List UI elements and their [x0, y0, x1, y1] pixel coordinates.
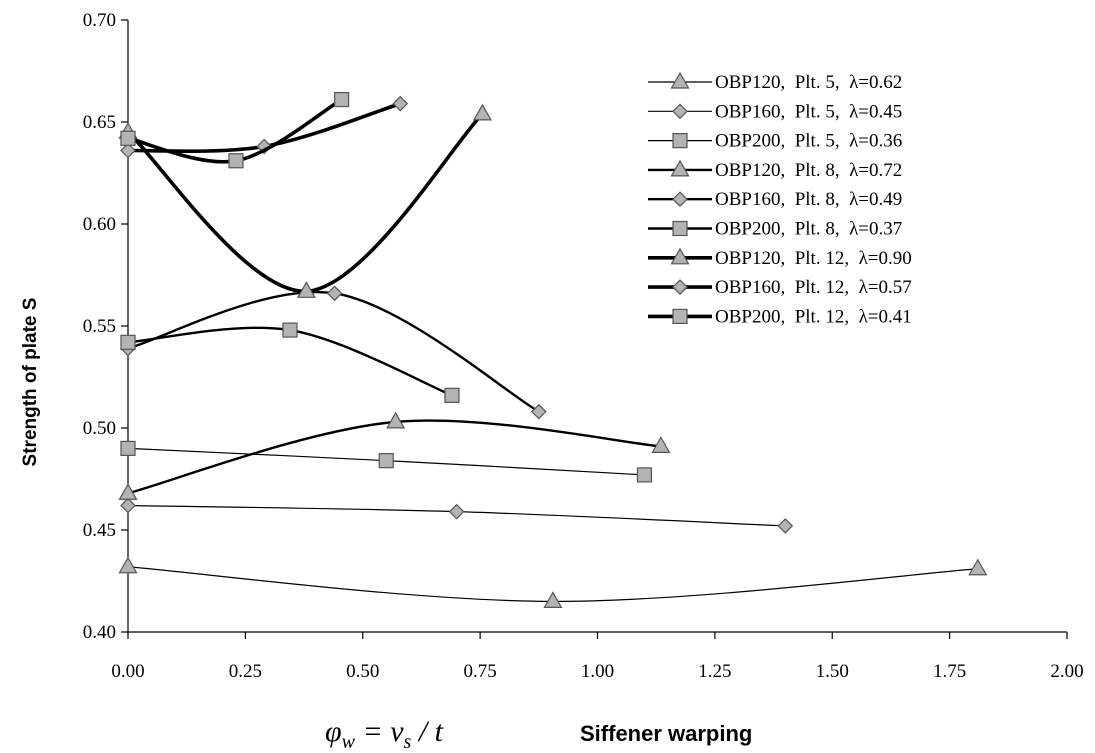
y-tick-label: 0.65 — [83, 112, 116, 133]
data-point — [386, 411, 406, 429]
legend-item: OBP200, Plt. 12, λ=0.41 — [648, 306, 912, 327]
data-point — [530, 403, 547, 420]
legend-marker — [670, 247, 690, 265]
legend-label: OBP160, Plt. 12, λ=0.57 — [715, 277, 912, 298]
legend-item: OBP120, Plt. 12, λ=0.90 — [648, 247, 912, 269]
data-point — [448, 503, 465, 520]
x-tick-label: 1.25 — [698, 661, 731, 682]
x-axis-formula: φw = vs / t — [325, 715, 444, 753]
legend-label: OBP200, Plt. 5, λ=0.36 — [715, 131, 902, 152]
legend-label: OBP160, Plt. 5, λ=0.45 — [715, 101, 902, 122]
data-point — [326, 285, 343, 302]
x-tick-label: 1.75 — [933, 661, 966, 682]
legend-marker — [670, 159, 690, 177]
x-tick-label: 2.00 — [1050, 661, 1083, 682]
series-9 — [120, 91, 350, 169]
series-2 — [120, 497, 794, 534]
legend-marker — [672, 220, 688, 237]
x-tick-label: 1.50 — [816, 661, 849, 682]
data-point — [472, 103, 493, 121]
y-tick-label: 0.55 — [83, 316, 116, 337]
series-layer — [118, 91, 988, 609]
y-tick-label: 0.50 — [83, 418, 116, 439]
data-point — [392, 95, 409, 112]
legend-marker — [672, 308, 688, 324]
series-line — [126, 419, 663, 495]
legend-label: OBP120, Plt. 5, λ=0.62 — [715, 72, 902, 93]
series-line — [126, 326, 454, 397]
data-point — [282, 322, 298, 338]
legend-item: OBP160, Plt. 12, λ=0.57 — [648, 277, 912, 298]
legend-label: OBP120, Plt. 8, λ=0.72 — [715, 160, 902, 181]
data-point — [296, 281, 316, 298]
legend-label: OBP120, Plt. 12, λ=0.90 — [715, 248, 912, 269]
legend-item: OBP120, Plt. 5, λ=0.62 — [648, 71, 902, 93]
legend-marker — [672, 191, 688, 208]
x-axis-label: Siffener warping — [580, 721, 752, 746]
series-6 — [120, 322, 460, 403]
legend-marker — [670, 71, 690, 89]
legend-label: OBP160, Plt. 8, λ=0.49 — [715, 189, 902, 210]
legend-item: OBP200, Plt. 8, λ=0.37 — [648, 219, 902, 240]
data-point — [444, 387, 460, 403]
legend-item: OBP200, Plt. 5, λ=0.36 — [648, 131, 902, 152]
y-tick-label: 0.40 — [83, 622, 116, 643]
data-point — [777, 518, 794, 534]
x-tick-label: 0.50 — [346, 661, 379, 682]
x-tick-label: 1.00 — [581, 661, 614, 682]
series-line — [126, 290, 541, 413]
legend-marker — [672, 279, 688, 295]
x-tick-label: 0.25 — [229, 661, 262, 682]
axes: 0.40 0.45 0.50 0.55 0.60 0.65 0.70 0.00 0.25 0.50… — [83, 10, 1084, 682]
x-tick-label: 0.00 — [111, 661, 144, 682]
legend-label: OBP200, Plt. 12, λ=0.41 — [715, 306, 912, 327]
legend-item: OBP160, Plt. 5, λ=0.45 — [648, 101, 902, 122]
legend-marker — [672, 133, 688, 149]
data-point — [120, 130, 136, 146]
series-7 — [118, 103, 493, 298]
y-tick-label: 0.60 — [83, 214, 116, 235]
legend-label: OBP200, Plt. 8, λ=0.37 — [715, 219, 902, 240]
data-point — [968, 558, 988, 576]
data-point — [543, 591, 563, 609]
legend-item: OBP120, Plt. 8, λ=0.72 — [648, 159, 902, 181]
data-point — [118, 483, 138, 500]
data-point — [120, 440, 136, 456]
data-point — [651, 436, 671, 453]
series-4 — [118, 411, 671, 500]
data-point — [228, 153, 244, 169]
series-5 — [120, 285, 547, 420]
series-1 — [118, 556, 988, 609]
data-point — [636, 467, 653, 483]
data-point — [120, 142, 136, 159]
legend-marker — [672, 103, 688, 120]
series-line — [126, 112, 485, 294]
series-3 — [120, 440, 653, 483]
legend: OBP120, Plt. 5, λ=0.62 OBP160, Plt. 5, λ=… — [648, 71, 912, 327]
y-tick-label: 0.70 — [83, 10, 116, 31]
data-point — [120, 497, 136, 514]
data-point — [118, 556, 138, 574]
y-tick-label: 0.45 — [83, 520, 116, 541]
data-point — [334, 91, 350, 108]
y-axis-label: Strength of plate S — [20, 298, 41, 467]
data-point — [120, 334, 136, 350]
x-tick-label: 0.75 — [464, 661, 497, 682]
data-point — [378, 453, 394, 469]
series-8 — [120, 95, 409, 159]
legend-item: OBP160, Plt. 8, λ=0.49 — [648, 189, 902, 210]
